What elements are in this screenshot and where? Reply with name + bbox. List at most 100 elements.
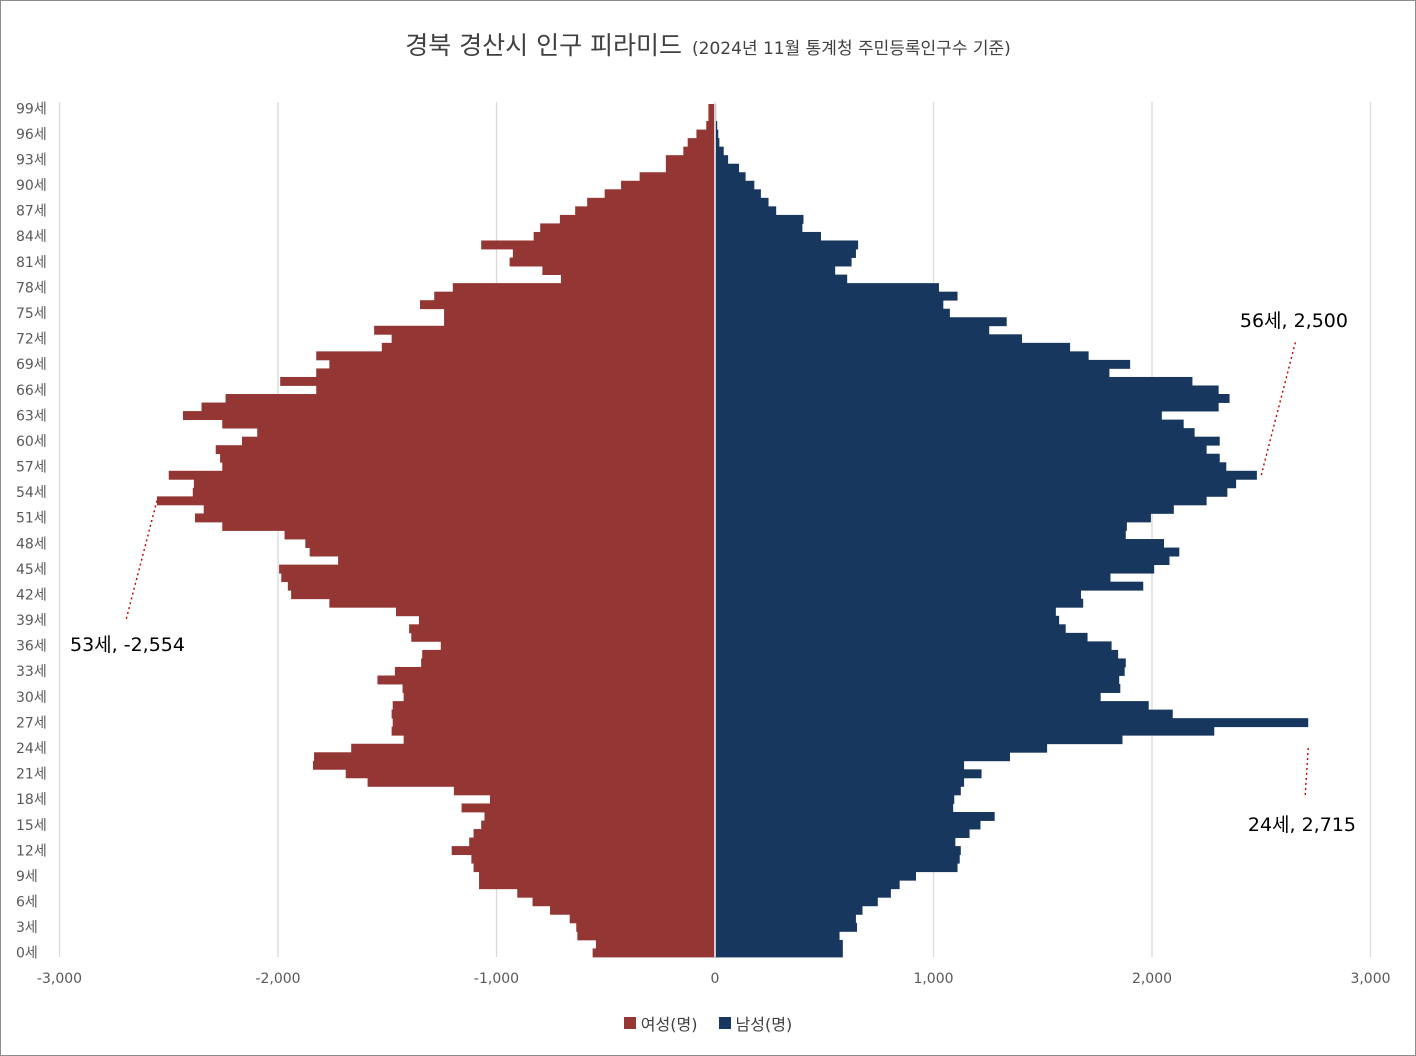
x-axis-tick-labels: -3,000 -2,000 -1,000 0 1,000 2,000 3,000 <box>37 971 1391 987</box>
y-tick-label: 84세 <box>16 229 47 245</box>
chart-title-block: 경북 경산시 인구 피라미드 (2024년 11월 통계청 주민등록인구수 기준) <box>0 26 1416 62</box>
female-bar <box>696 129 715 139</box>
female-bar <box>351 743 715 753</box>
male-bar <box>715 948 843 958</box>
female-bar <box>484 811 715 821</box>
male-bar <box>715 615 1060 625</box>
female-bar <box>687 138 715 148</box>
y-tick-label: 90세 <box>16 178 47 194</box>
male-bar <box>715 905 863 915</box>
male-bar <box>715 649 1119 659</box>
male-bar <box>715 829 970 838</box>
x-tick-label: -3,000 <box>37 971 82 987</box>
female-bar <box>559 214 715 224</box>
female-bar <box>222 521 715 531</box>
female-bar <box>706 121 715 130</box>
female-bar <box>329 598 715 608</box>
male-bar <box>715 146 724 156</box>
male-bar <box>715 598 1084 608</box>
female-bar <box>592 948 715 958</box>
male-bar <box>715 180 755 190</box>
female-bar <box>473 863 715 873</box>
male-bar <box>715 376 1193 386</box>
female-bar <box>576 922 715 932</box>
female-bar <box>395 607 715 617</box>
y-tick-label: 45세 <box>16 562 47 578</box>
male-bar <box>715 726 1215 736</box>
y-tick-label: 75세 <box>16 306 47 322</box>
male-bar <box>715 786 961 796</box>
female-bar <box>392 701 715 711</box>
male-bar <box>715 257 852 267</box>
female-bar <box>411 632 715 642</box>
female-bar <box>391 709 715 719</box>
male-bar <box>715 334 1022 344</box>
female-bar <box>392 718 715 728</box>
female-bar <box>291 590 715 600</box>
female-bar <box>453 786 715 796</box>
male-bar <box>715 794 955 804</box>
y-tick-label: 57세 <box>16 460 47 476</box>
chart-subtitle: (2024년 11월 통계청 주민등록인구수 기준) <box>692 39 1011 59</box>
y-tick-label: 69세 <box>16 357 47 373</box>
male-bar <box>715 172 746 182</box>
female-bars <box>156 104 716 958</box>
y-tick-label: 96세 <box>16 127 47 143</box>
female-bar <box>587 197 715 207</box>
male-bar <box>715 658 1126 668</box>
y-tick-label: 18세 <box>16 792 47 808</box>
male-bar <box>715 249 856 258</box>
female-bar <box>367 777 715 787</box>
male-bar <box>715 513 1151 523</box>
female-bar <box>479 871 715 881</box>
male-bar <box>715 419 1184 429</box>
male-bar <box>715 138 720 148</box>
legend-item-female: 여성(명) <box>623 1011 697 1035</box>
male-bar <box>715 402 1219 412</box>
male-bar <box>715 231 821 241</box>
female-bar <box>402 684 715 693</box>
legend-swatch-female <box>623 1017 636 1029</box>
male-bar <box>715 854 960 864</box>
male-bar <box>715 300 944 310</box>
male-bar <box>715 624 1066 634</box>
y-tick-label: 0세 <box>16 946 38 962</box>
male-bar <box>715 470 1257 480</box>
female-bar <box>201 402 715 412</box>
x-tick-label: 0 <box>711 971 720 987</box>
male-bar <box>715 291 958 301</box>
y-tick-label: 66세 <box>16 383 47 399</box>
annotation-label: 24세, 2,715 <box>1248 814 1356 836</box>
male-bar <box>715 385 1219 395</box>
female-bar <box>345 769 715 779</box>
y-tick-label: 12세 <box>16 843 47 859</box>
female-bar <box>403 692 715 702</box>
female-bar <box>309 547 715 557</box>
female-bar <box>312 760 715 770</box>
female-bar <box>452 283 715 293</box>
female-bar <box>168 470 715 480</box>
male-bar <box>715 359 1131 369</box>
x-tick-label: 1,000 <box>913 971 953 987</box>
female-bar <box>639 172 715 182</box>
female-bar <box>421 658 715 668</box>
y-tick-label: 48세 <box>16 536 47 552</box>
male-bar <box>715 709 1173 719</box>
female-bar <box>374 325 715 335</box>
male-bar <box>715 760 965 770</box>
legend: 여성(명) 남성(명) <box>0 1011 1416 1035</box>
x-tick-label: 2,000 <box>1132 971 1172 987</box>
male-bar <box>715 428 1195 438</box>
male-bar <box>715 863 958 873</box>
y-tick-label: 21세 <box>16 767 47 783</box>
male-bar <box>715 197 769 207</box>
male-bar <box>715 342 1071 352</box>
male-bar <box>715 325 990 335</box>
male-bar <box>715 411 1162 421</box>
y-tick-label: 81세 <box>16 255 47 271</box>
female-bar <box>391 334 715 344</box>
female-bar <box>193 479 715 489</box>
male-bar <box>715 479 1237 489</box>
male-bar <box>715 641 1112 651</box>
female-bar <box>225 394 715 403</box>
